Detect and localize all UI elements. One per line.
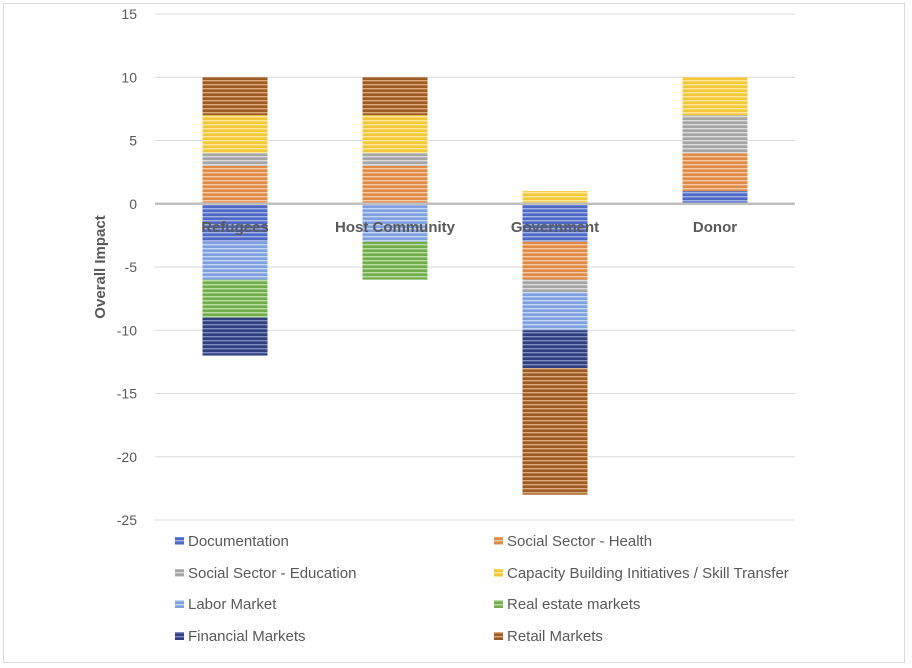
legend-item-capacity-building-initiatives-skill-transfer[interactable]: Capacity Building Initiatives / Skill Tr… bbox=[494, 565, 789, 582]
legend-label: Social Sector - Education bbox=[188, 565, 356, 582]
legend-item-real-estate-markets[interactable]: Real estate markets bbox=[494, 596, 640, 613]
bar-segment-financial-markets bbox=[522, 330, 588, 369]
legend-item-social-sector-health[interactable]: Social Sector - Health bbox=[494, 533, 652, 550]
bar-stack-refugees bbox=[202, 77, 268, 356]
legend-item-financial-markets[interactable]: Financial Markets bbox=[175, 628, 306, 645]
legend-swatch bbox=[175, 537, 184, 545]
legend-item-labor-market[interactable]: Labor Market bbox=[175, 596, 277, 613]
category-label: Government bbox=[511, 219, 599, 236]
y-axis-ticks: 15 10 5 0 -5 -10 -15 -20 -25 bbox=[117, 6, 137, 528]
bar-segment-capacity-building-initiatives-skill-transfer bbox=[202, 115, 268, 154]
bar-segment-documentation bbox=[522, 203, 588, 242]
y-tick-label: -10 bbox=[117, 322, 137, 338]
bar-segment-social-sector-health bbox=[522, 241, 588, 280]
bar-segment-social-sector-education bbox=[682, 115, 748, 154]
bar-stack-host-community bbox=[362, 77, 428, 280]
chart-frame bbox=[3, 3, 905, 663]
bar-segment-social-sector-health bbox=[202, 165, 268, 204]
legend-label: Capacity Building Initiatives / Skill Tr… bbox=[507, 565, 789, 582]
legend-label: Documentation bbox=[188, 533, 289, 550]
bar-segment-capacity-building-initiatives-skill-transfer bbox=[682, 77, 748, 116]
legend-label: Real estate markets bbox=[507, 596, 640, 613]
category-labels: Refugees Host Community Government Donor bbox=[201, 219, 737, 236]
legend-swatch bbox=[494, 600, 503, 608]
legend-swatch bbox=[175, 632, 184, 640]
bar-segment-capacity-building-initiatives-skill-transfer bbox=[362, 115, 428, 154]
bar-segment-labor-market bbox=[202, 241, 268, 280]
bar-segment-labor-market bbox=[522, 292, 588, 331]
bar-segment-social-sector-education bbox=[362, 153, 428, 166]
legend-swatch bbox=[175, 569, 184, 577]
category-label: Host Community bbox=[335, 219, 456, 236]
bar-segment-retail-markets bbox=[202, 77, 268, 116]
legend: Documentation Social Sector - Health Socia… bbox=[175, 533, 789, 645]
legend-swatch bbox=[494, 632, 503, 640]
legend-item-social-sector-education[interactable]: Social Sector - Education bbox=[175, 565, 356, 582]
bar-segment-documentation bbox=[202, 203, 268, 242]
y-tick-label: -5 bbox=[125, 259, 138, 275]
bar-segment-social-sector-health bbox=[362, 165, 428, 204]
bar-segment-social-sector-education bbox=[202, 153, 268, 166]
category-label: Refugees bbox=[201, 219, 269, 236]
bar-stack-donor bbox=[682, 77, 748, 204]
bar-segment-financial-markets bbox=[202, 317, 268, 356]
bar-segment-capacity-building-initiatives-skill-transfer bbox=[522, 191, 588, 204]
bar-segment-social-sector-health bbox=[682, 153, 748, 192]
legend-item-documentation[interactable]: Documentation bbox=[175, 533, 289, 550]
bar-segment-retail-markets bbox=[362, 77, 428, 116]
bar-segment-real-estate-markets bbox=[202, 279, 268, 318]
y-tick-label: 10 bbox=[121, 69, 137, 85]
y-axis-title: Overall Impact bbox=[92, 215, 109, 318]
y-tick-label: 0 bbox=[129, 196, 137, 212]
legend-swatch bbox=[494, 537, 503, 545]
y-tick-label: 5 bbox=[129, 133, 137, 149]
legend-swatch bbox=[175, 600, 184, 608]
bar-segment-real-estate-markets bbox=[362, 241, 428, 280]
y-tick-label: 15 bbox=[121, 6, 137, 22]
bar-segment-social-sector-education bbox=[522, 279, 588, 293]
legend-label: Social Sector - Health bbox=[507, 533, 652, 550]
legend-item-retail-markets[interactable]: Retail Markets bbox=[494, 628, 603, 645]
bar-segment-documentation bbox=[682, 191, 748, 204]
category-label: Donor bbox=[693, 219, 737, 236]
y-tick-label: -15 bbox=[117, 386, 137, 402]
bar-segment-labor-market bbox=[362, 203, 428, 242]
y-tick-label: -20 bbox=[117, 449, 137, 465]
legend-label: Labor Market bbox=[188, 596, 277, 613]
bar-segment-retail-markets bbox=[522, 368, 588, 495]
bars bbox=[202, 77, 748, 495]
legend-label: Financial Markets bbox=[188, 628, 306, 645]
legend-swatch bbox=[494, 569, 503, 577]
y-tick-label: -25 bbox=[117, 512, 137, 528]
legend-label: Retail Markets bbox=[507, 628, 603, 645]
bar-stack-government bbox=[522, 191, 588, 495]
